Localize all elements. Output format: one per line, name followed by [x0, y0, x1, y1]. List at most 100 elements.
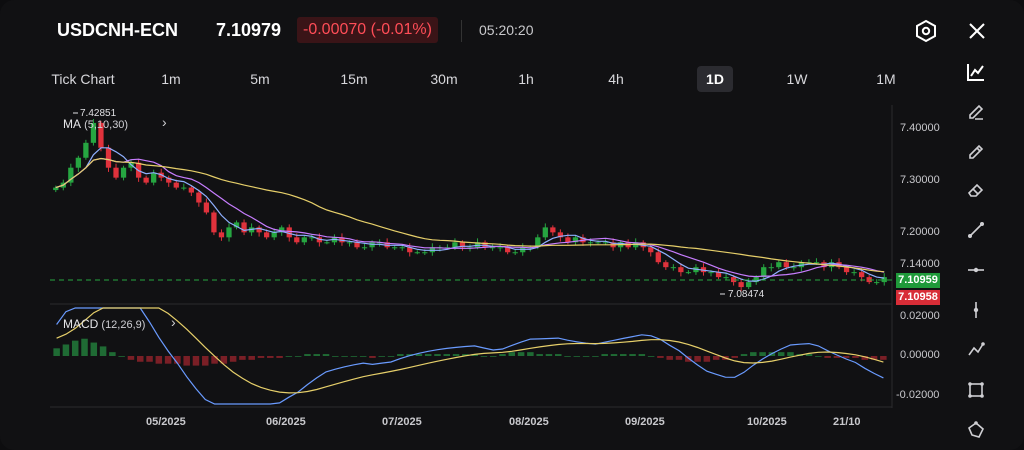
candle-body — [587, 242, 594, 244]
macd-histogram-bar — [870, 356, 878, 360]
candle-body — [602, 242, 609, 244]
candle-body — [836, 262, 842, 268]
tab-1d[interactable]: 1D — [697, 66, 733, 92]
candle-body — [828, 262, 835, 268]
macd-histogram-bar — [815, 356, 822, 357]
macd-histogram-bar — [564, 356, 571, 357]
macd-histogram-bar — [694, 356, 701, 362]
candle-body — [730, 277, 737, 283]
candle-body — [407, 247, 413, 253]
date-axis-label: 10/2025 — [747, 416, 787, 428]
tab-5m[interactable]: 5m — [250, 71, 270, 87]
date-axis-label: 06/2025 — [266, 416, 306, 428]
candle-body — [437, 247, 443, 249]
candle-body — [339, 237, 345, 243]
candle-body — [512, 252, 518, 254]
macd-histogram-bar — [322, 354, 330, 356]
candle-body — [422, 252, 428, 254]
symbol-title: USDCNH-ECN — [57, 20, 178, 40]
tab-4h[interactable]: 4h — [608, 71, 624, 87]
candle-body — [151, 172, 157, 183]
candle-body — [761, 267, 767, 278]
candle-body — [791, 267, 797, 269]
candle-body — [610, 242, 616, 248]
macd-axis-label: 0.00000 — [900, 349, 940, 361]
candle-body — [203, 202, 210, 213]
macd-name: MACD — [63, 317, 99, 331]
macd-histogram-bar — [285, 356, 293, 357]
candle-body — [753, 277, 759, 283]
tab-30m[interactable]: 30m — [430, 71, 458, 87]
macd-line — [56, 307, 884, 405]
macd-histogram-bar — [220, 356, 228, 364]
macd-histogram-bar — [592, 356, 599, 357]
candle-body — [181, 187, 187, 189]
polyline-icon[interactable] — [962, 336, 990, 364]
more-shapes-icon[interactable] — [962, 416, 990, 444]
tab-1h[interactable]: 1h — [518, 71, 534, 87]
candle-body — [444, 247, 451, 249]
candle-body — [851, 272, 857, 274]
vertical-line-icon[interactable] — [962, 296, 990, 324]
candle-body — [670, 267, 676, 269]
candle-body — [859, 272, 865, 278]
candle-body — [135, 162, 142, 178]
candle-body — [527, 247, 533, 249]
candle-body — [459, 242, 466, 248]
tab-15m[interactable]: 15m — [340, 71, 368, 87]
macd-histogram-bar — [452, 354, 460, 356]
pen-icon[interactable] — [962, 98, 990, 126]
macd-histogram-bar — [861, 356, 869, 360]
candle-body — [279, 227, 285, 233]
candle-body — [700, 267, 707, 273]
brush-icon[interactable] — [962, 138, 990, 166]
macd-histogram-bar — [759, 352, 766, 356]
candle-body — [113, 167, 119, 178]
close-icon[interactable] — [964, 18, 990, 44]
hexagon-settings-icon[interactable] — [913, 18, 939, 44]
candle-body — [843, 267, 850, 273]
macd-histogram-bar — [294, 356, 302, 357]
tab-tick-chart[interactable]: Tick Chart — [51, 71, 115, 87]
eraser-icon[interactable] — [962, 176, 990, 204]
candle-body — [565, 237, 571, 243]
candle-body — [188, 187, 194, 193]
macd-histogram-bar — [638, 354, 646, 356]
ma-expand-chevron-icon[interactable]: › — [162, 114, 167, 130]
rectangle-icon[interactable] — [962, 376, 990, 404]
candle-body — [520, 247, 526, 253]
candle-body — [60, 182, 66, 188]
candle-body — [256, 227, 262, 233]
macd-params: (12,26,9) — [101, 319, 146, 331]
macd-histogram-bar — [109, 352, 116, 356]
candle-body — [474, 242, 481, 248]
price-axis-label: 7.40000 — [900, 122, 940, 134]
indicator-icon[interactable] — [962, 58, 990, 86]
macd-histogram-bar — [731, 356, 738, 358]
ma-indicator-label[interactable]: MA (5,10,30) — [63, 117, 128, 131]
macd-histogram-bar — [434, 354, 441, 356]
candle-body — [550, 227, 556, 233]
tab-1w[interactable]: 1W — [786, 71, 808, 87]
macd-histogram-bar — [341, 356, 348, 357]
macd-histogram-bar — [118, 356, 125, 357]
candle-body — [105, 147, 112, 168]
tab-1m[interactable]: 1m — [161, 71, 181, 87]
candle-body — [369, 242, 375, 248]
candle-body — [271, 232, 277, 238]
candle-body — [617, 242, 624, 248]
candle-body — [776, 262, 782, 268]
candle-body — [866, 277, 872, 283]
candle-body — [655, 252, 661, 263]
macd-histogram-bar — [573, 356, 581, 357]
candle-body — [218, 232, 225, 238]
macd-histogram-bar — [805, 354, 813, 356]
candle-body — [746, 282, 752, 288]
macd-expand-chevron-icon[interactable]: › — [171, 314, 176, 330]
tab-1mo[interactable]: 1M — [876, 71, 896, 87]
horizontal-line-icon[interactable] — [962, 256, 990, 284]
macd-indicator-label[interactable]: MACD (12,26,9) — [63, 317, 145, 331]
ma-name: MA — [63, 117, 81, 131]
candle-body — [881, 277, 887, 283]
trend-line-icon[interactable] — [962, 216, 990, 244]
